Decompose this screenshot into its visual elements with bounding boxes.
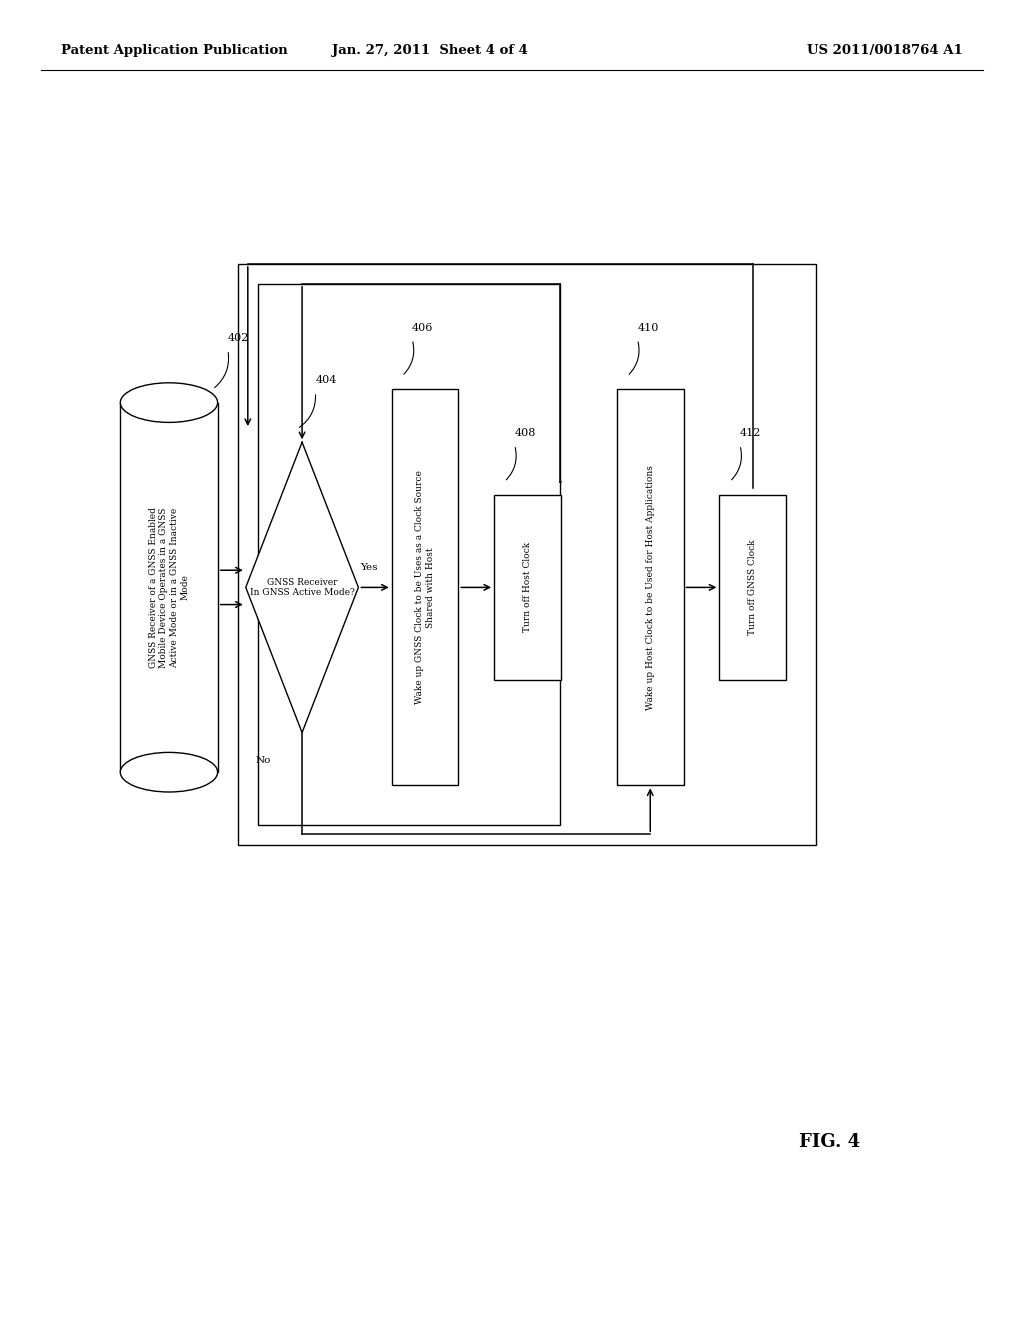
Ellipse shape — [121, 383, 218, 422]
Text: Turn off GNSS Clock: Turn off GNSS Clock — [749, 540, 757, 635]
Text: Jan. 27, 2011  Sheet 4 of 4: Jan. 27, 2011 Sheet 4 of 4 — [332, 44, 528, 57]
Text: Yes: Yes — [359, 562, 378, 572]
Bar — [121, 403, 218, 772]
Text: FIG. 4: FIG. 4 — [799, 1133, 860, 1151]
Text: GNSS Receiver
In GNSS Active Mode?: GNSS Receiver In GNSS Active Mode? — [250, 578, 354, 597]
Text: 410: 410 — [637, 322, 658, 333]
Text: GNSS Receiver of a GNSS Enabled
Mobile Device Operates in a GNSS
Active Mode or : GNSS Receiver of a GNSS Enabled Mobile D… — [148, 507, 189, 668]
Text: 408: 408 — [515, 428, 536, 438]
Polygon shape — [246, 442, 358, 733]
Text: No: No — [255, 756, 271, 766]
Bar — [391, 389, 458, 785]
Text: Wake up Host Clock to be Used for Host Applications: Wake up Host Clock to be Used for Host A… — [646, 465, 654, 710]
Bar — [238, 264, 816, 845]
Text: Patent Application Publication: Patent Application Publication — [61, 44, 288, 57]
Bar — [495, 495, 561, 680]
Bar — [616, 389, 684, 785]
Text: 404: 404 — [315, 375, 337, 385]
Bar — [258, 284, 560, 825]
Text: 412: 412 — [739, 428, 761, 438]
Text: Turn off Host Clock: Turn off Host Clock — [523, 543, 531, 632]
Ellipse shape — [121, 752, 218, 792]
Text: Wake up GNSS Clock to be Uses as a Clock Source
Shared with Host: Wake up GNSS Clock to be Uses as a Clock… — [416, 470, 434, 705]
Text: 402: 402 — [228, 333, 249, 343]
Text: US 2011/0018764 A1: US 2011/0018764 A1 — [807, 44, 963, 57]
Text: 406: 406 — [412, 322, 433, 333]
Bar — [719, 495, 786, 680]
